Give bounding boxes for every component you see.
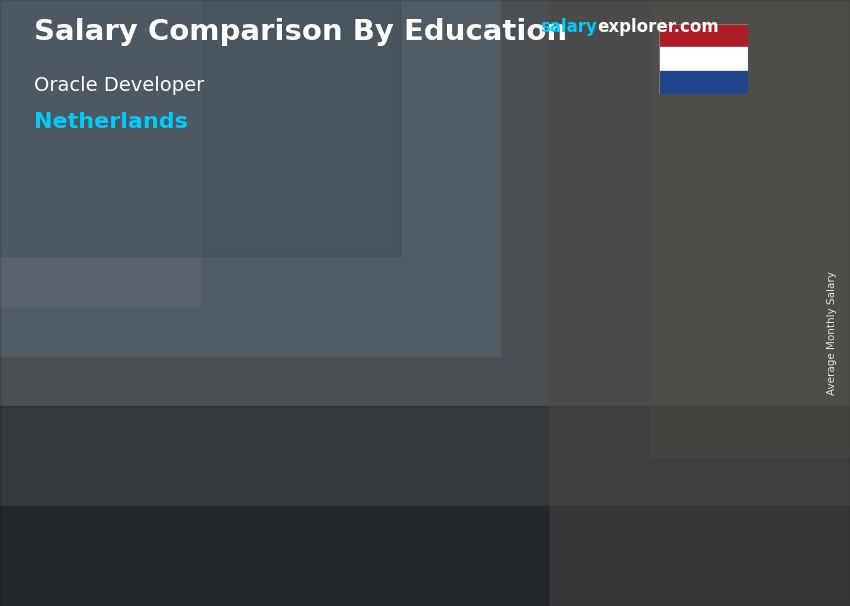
Text: Master's
Degree: Master's Degree <box>584 540 655 572</box>
Polygon shape <box>332 297 453 309</box>
Polygon shape <box>431 297 453 521</box>
Polygon shape <box>559 232 680 247</box>
Bar <box>659 71 748 94</box>
Text: +37%: +37% <box>241 309 318 333</box>
Bar <box>659 24 748 47</box>
Text: Netherlands: Netherlands <box>34 112 188 132</box>
Polygon shape <box>597 211 643 226</box>
Text: Certificate or
Diploma: Certificate or Diploma <box>111 540 221 572</box>
Text: Oracle Developer: Oracle Developer <box>34 76 204 95</box>
Text: explorer.com: explorer.com <box>598 18 719 36</box>
Text: 5,140 EUR: 5,140 EUR <box>349 277 437 292</box>
Bar <box>105 366 204 521</box>
Text: +29%: +29% <box>468 247 544 270</box>
Text: Bachelor's
Degree: Bachelor's Degree <box>350 540 436 572</box>
Bar <box>332 309 431 521</box>
Text: 6,630 EUR: 6,630 EUR <box>575 212 664 227</box>
Bar <box>659 47 748 71</box>
Text: Salary Comparison By Education: Salary Comparison By Education <box>34 18 567 46</box>
Text: 3,750 EUR: 3,750 EUR <box>122 338 210 353</box>
Polygon shape <box>657 232 680 521</box>
Text: salary: salary <box>540 18 597 36</box>
Bar <box>559 247 657 521</box>
Polygon shape <box>105 358 227 366</box>
Text: Average Monthly Salary: Average Monthly Salary <box>827 271 837 395</box>
Polygon shape <box>371 276 416 291</box>
Polygon shape <box>204 358 227 521</box>
